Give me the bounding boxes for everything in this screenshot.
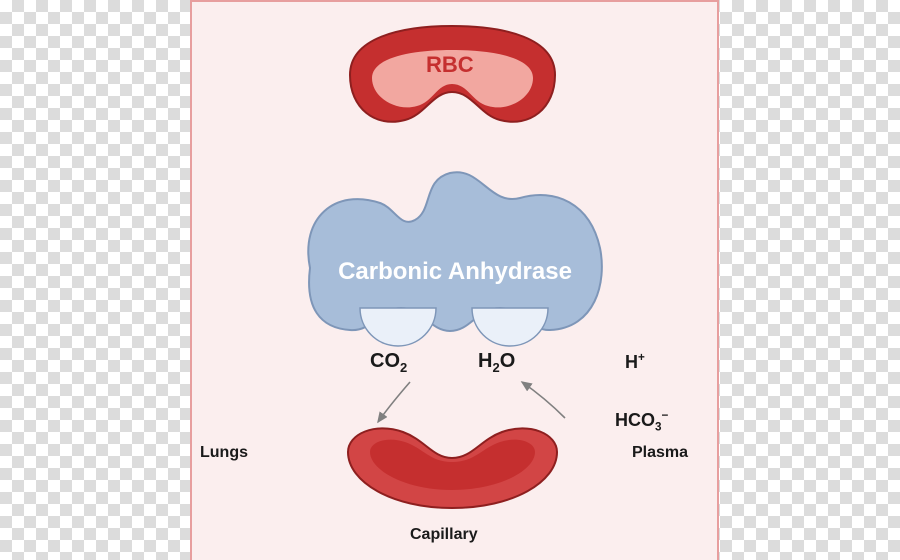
rbc-bottom <box>330 412 575 512</box>
capillary-label: Capillary <box>410 526 478 544</box>
lungs-label: Lungs <box>200 444 248 462</box>
diagram-canvas: RBC Carbonic Anhydrase CO2 H2O H+ HCO3− <box>0 0 900 560</box>
plasma-label: Plasma <box>632 444 688 462</box>
